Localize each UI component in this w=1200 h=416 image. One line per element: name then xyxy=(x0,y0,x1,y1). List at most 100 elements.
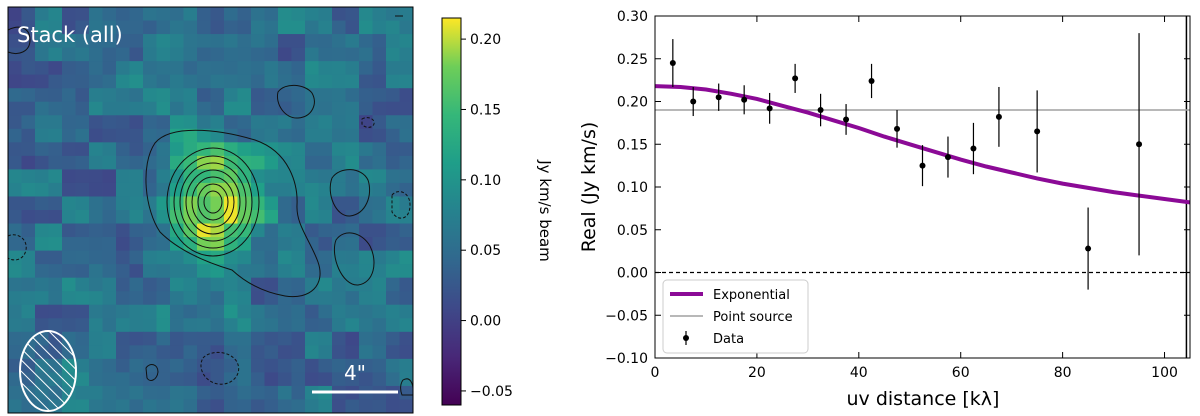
map-pixel xyxy=(224,169,239,184)
map-pixel xyxy=(318,196,333,211)
map-pixel xyxy=(102,61,117,76)
map-pixel xyxy=(399,61,413,76)
map-pixel xyxy=(291,142,306,157)
map-pixel xyxy=(170,142,185,157)
map-pixel xyxy=(372,182,387,198)
map-pixel xyxy=(102,20,117,35)
map-pixel xyxy=(386,142,401,157)
map-pixel xyxy=(318,169,333,184)
map-pixel xyxy=(62,88,77,103)
map-pixel xyxy=(116,264,131,279)
map-pixel xyxy=(156,142,171,157)
map-pixel xyxy=(62,169,77,184)
map-pixel xyxy=(291,169,306,184)
map-pixel xyxy=(345,169,360,184)
map-pixel xyxy=(224,385,239,401)
uv-plot: 0 20 40 60 80 100 −0.10 −0.05 0.00 0.05 0.10 0.15 0.… xyxy=(578,9,1191,410)
map-pixel xyxy=(8,264,23,279)
map-pixel xyxy=(35,237,50,252)
map-pixel xyxy=(48,34,63,49)
map-pixel xyxy=(35,223,50,238)
map-pixel xyxy=(251,88,266,103)
map-pixel xyxy=(359,74,374,89)
map-pixel xyxy=(75,182,90,198)
map-pixel xyxy=(224,358,239,373)
map-pixel xyxy=(143,237,158,252)
map-pixel xyxy=(197,88,212,103)
map-pixel xyxy=(48,142,63,157)
map-pixel xyxy=(8,142,23,157)
map-pixel xyxy=(305,128,320,143)
map-pixel xyxy=(143,385,158,401)
map-pixel xyxy=(237,318,252,333)
map-pixel xyxy=(359,142,374,157)
map-pixel xyxy=(332,7,347,22)
map-pixel xyxy=(332,331,347,346)
map-pixel xyxy=(62,277,77,292)
map-pixel xyxy=(21,128,36,143)
map-pixel xyxy=(210,34,225,49)
map-pixel xyxy=(48,237,63,252)
map-pixel xyxy=(75,318,90,333)
map-pixel xyxy=(8,7,23,22)
map-pixel xyxy=(75,237,90,252)
map-pixel xyxy=(170,210,185,225)
map-pixel xyxy=(237,61,252,76)
map-pixel xyxy=(21,115,36,130)
map-pixel xyxy=(345,399,360,413)
map-pixel xyxy=(21,196,36,211)
map-pixel xyxy=(224,399,239,413)
map-pixel xyxy=(318,250,333,265)
map-pixel xyxy=(278,345,293,360)
map-pixel xyxy=(345,196,360,211)
map-pixel xyxy=(251,142,266,157)
map-pixel xyxy=(386,88,401,103)
map-pixel xyxy=(210,385,225,401)
map-pixel xyxy=(291,47,306,62)
map-pixel xyxy=(35,128,50,143)
map-pixel xyxy=(129,155,144,170)
map-pixel xyxy=(359,223,374,238)
map-pixel xyxy=(345,358,360,373)
map-pixel xyxy=(62,250,77,265)
map-pixel xyxy=(345,331,360,346)
map-pixel xyxy=(129,304,144,319)
map-pixel xyxy=(345,47,360,62)
map-pixel xyxy=(372,128,387,143)
map-pixel xyxy=(345,291,360,306)
map-pixel xyxy=(183,128,198,143)
map-pixel xyxy=(8,182,23,198)
map-pixel xyxy=(332,345,347,360)
map-pixel xyxy=(332,34,347,49)
map-pixel xyxy=(359,237,374,252)
map-pixel xyxy=(143,155,158,170)
map-pixel xyxy=(210,250,225,265)
map-panel: 4" Stack (all) xyxy=(7,6,414,414)
negative-contour-2 xyxy=(361,117,375,128)
map-pixel xyxy=(399,34,413,49)
map-pixel xyxy=(170,115,185,130)
map-pixel xyxy=(129,61,144,76)
contour-blob-edge xyxy=(400,378,413,396)
y-tick-label: −0.10 xyxy=(605,351,648,367)
map-pixel xyxy=(264,74,279,89)
map-pixel xyxy=(102,182,117,198)
map-pixel xyxy=(48,115,63,130)
map-pixel xyxy=(48,291,63,306)
map-pixel xyxy=(359,210,374,225)
map-pixel xyxy=(305,169,320,184)
map-pixel xyxy=(332,88,347,103)
map-pixel xyxy=(291,318,306,333)
map-pixel xyxy=(345,142,360,157)
map-pixel xyxy=(183,385,198,401)
map-pixel xyxy=(291,155,306,170)
map-pixel xyxy=(89,61,104,76)
map-pixel xyxy=(35,304,50,319)
data-point xyxy=(766,105,773,112)
map-pixel xyxy=(318,128,333,143)
map-pixel xyxy=(237,358,252,373)
map-pixel xyxy=(8,345,23,360)
map-pixel xyxy=(372,277,387,292)
map-pixel xyxy=(75,331,90,346)
map-pixel xyxy=(102,223,117,238)
